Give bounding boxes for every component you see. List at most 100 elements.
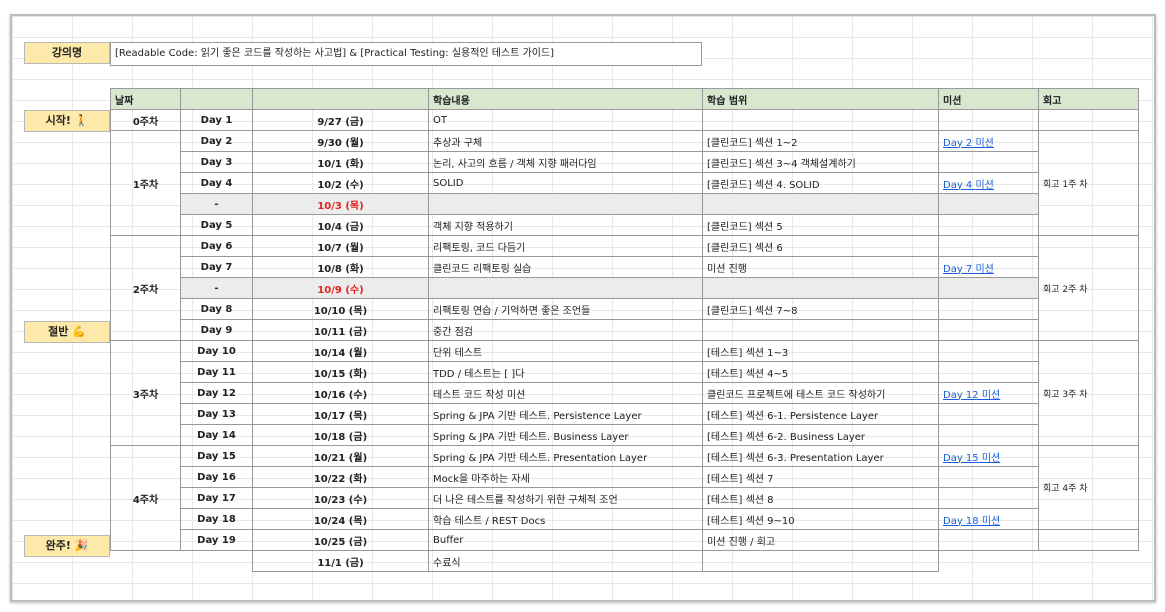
day-cell[interactable]: Day 16: [180, 466, 253, 488]
review-cell[interactable]: [938, 277, 1039, 299]
day-cell[interactable]: Day 11: [180, 361, 253, 383]
content-cell[interactable]: SOLID: [428, 172, 703, 194]
day-cell[interactable]: Day 9: [180, 319, 253, 341]
day-cell[interactable]: -: [180, 277, 253, 299]
date-cell[interactable]: 10/7 (월): [252, 235, 429, 257]
date-cell[interactable]: 9/27 (금): [252, 109, 429, 131]
date-cell[interactable]: 10/22 (화): [252, 466, 429, 488]
header-content[interactable]: 학습내용: [428, 88, 703, 110]
header-day[interactable]: [180, 88, 253, 110]
day-cell[interactable]: Day 4: [180, 172, 253, 194]
content-cell[interactable]: Spring & JPA 기반 테스트. Presentation Layer: [428, 445, 703, 467]
date-cell[interactable]: 10/14 (월): [252, 340, 429, 362]
scope-cell[interactable]: [테스트] 섹션 8: [702, 487, 939, 509]
scope-cell[interactable]: [테스트] 섹션 7: [702, 466, 939, 488]
day-cell[interactable]: -: [180, 193, 253, 215]
retro-cell[interactable]: [1038, 109, 1139, 131]
day-cell[interactable]: Day 6: [180, 235, 253, 257]
day-cell[interactable]: Day 7: [180, 256, 253, 278]
content-cell[interactable]: 객체 지향 적용하기: [428, 214, 703, 236]
retro-cell[interactable]: 회고 2주 차: [1038, 235, 1139, 341]
header-date[interactable]: [252, 88, 429, 110]
week-cell[interactable]: 0주차: [110, 109, 181, 131]
date-cell[interactable]: 10/24 (목): [252, 508, 429, 530]
header-week[interactable]: 날짜: [110, 88, 181, 110]
scope-cell[interactable]: [테스트] 섹션 1~3: [702, 340, 939, 362]
content-cell[interactable]: Spring & JPA 기반 테스트. Persistence Layer: [428, 403, 703, 425]
day-cell[interactable]: Day 5: [180, 214, 253, 236]
scope-cell[interactable]: [클린코드] 섹션 3~4 객체설계하기: [702, 151, 939, 173]
date-cell[interactable]: 10/25 (금): [252, 529, 429, 551]
scope-cell[interactable]: [테스트] 섹션 9~10: [702, 508, 939, 530]
content-cell[interactable]: 리팩토링 연습 / 기억하면 좋은 조언들: [428, 298, 703, 320]
content-cell[interactable]: 수료식: [428, 550, 703, 572]
content-cell[interactable]: 추상과 구체: [428, 130, 703, 152]
day-cell[interactable]: Day 3: [180, 151, 253, 173]
date-cell[interactable]: 10/18 (금): [252, 424, 429, 446]
scope-cell[interactable]: [테스트] 섹션 6-1. Persistence Layer: [702, 403, 939, 425]
review-link[interactable]: Day 18 미션: [938, 508, 1039, 530]
content-cell[interactable]: 리팩토링, 코드 다듬기: [428, 235, 703, 257]
content-cell[interactable]: 테스트 코드 작성 미션: [428, 382, 703, 404]
review-cell[interactable]: [938, 319, 1039, 341]
header-retro[interactable]: 회고: [1038, 88, 1139, 110]
header-scope[interactable]: 학습 범위: [702, 88, 939, 110]
day-cell[interactable]: Day 12: [180, 382, 253, 404]
retro-cell[interactable]: 회고 3주 차: [1038, 340, 1139, 446]
review-cell[interactable]: [938, 214, 1039, 236]
finish-label-cell[interactable]: 완주! 🎉: [24, 535, 110, 557]
content-cell[interactable]: 클린코드 리팩토링 실습: [428, 256, 703, 278]
scope-cell[interactable]: 미션 진행 / 회고: [702, 529, 939, 551]
date-cell[interactable]: 10/3 (목): [252, 193, 429, 215]
content-cell[interactable]: Mock을 마주하는 자세: [428, 466, 703, 488]
scope-cell[interactable]: 미션 진행: [702, 256, 939, 278]
day-cell[interactable]: Day 10: [180, 340, 253, 362]
content-cell[interactable]: Buffer: [428, 529, 703, 551]
week-cell[interactable]: 4주차: [110, 445, 181, 551]
scope-cell[interactable]: [702, 277, 939, 299]
scope-cell[interactable]: [702, 550, 939, 572]
date-cell[interactable]: 10/2 (수): [252, 172, 429, 194]
review-link[interactable]: Day 4 미션: [938, 172, 1039, 194]
day-cell[interactable]: Day 15: [180, 445, 253, 467]
date-cell[interactable]: 10/1 (화): [252, 151, 429, 173]
content-cell[interactable]: [428, 277, 703, 299]
scope-cell[interactable]: [클린코드] 섹션 7~8: [702, 298, 939, 320]
scope-cell[interactable]: [클린코드] 섹션 6: [702, 235, 939, 257]
date-cell[interactable]: 10/9 (수): [252, 277, 429, 299]
course-title-cell[interactable]: [Readable Code: 읽기 좋은 코드를 작성하는 사고법] & [P…: [110, 42, 702, 66]
scope-cell[interactable]: [클린코드] 섹션 1~2: [702, 130, 939, 152]
review-cell[interactable]: [938, 109, 1039, 131]
review-link[interactable]: Day 15 미션: [938, 445, 1039, 467]
scope-cell[interactable]: [702, 319, 939, 341]
content-cell[interactable]: [428, 193, 703, 215]
day-cell[interactable]: Day 1: [180, 109, 253, 131]
review-cell[interactable]: [938, 403, 1039, 425]
content-cell[interactable]: OT: [428, 109, 703, 131]
date-cell[interactable]: 10/16 (수): [252, 382, 429, 404]
date-cell[interactable]: 10/11 (금): [252, 319, 429, 341]
scope-cell[interactable]: [702, 109, 939, 131]
scope-cell[interactable]: [테스트] 섹션 6-3. Presentation Layer: [702, 445, 939, 467]
header-review[interactable]: 미션: [938, 88, 1039, 110]
review-cell[interactable]: [938, 487, 1039, 509]
date-cell[interactable]: 11/1 (금): [252, 550, 429, 572]
date-cell[interactable]: 10/8 (화): [252, 256, 429, 278]
week-cell[interactable]: 2주차: [110, 235, 181, 341]
review-cell[interactable]: [938, 361, 1039, 383]
content-cell[interactable]: 논리, 사고의 흐름 / 객체 지향 패러다임: [428, 151, 703, 173]
scope-cell[interactable]: [테스트] 섹션 4~5: [702, 361, 939, 383]
review-cell[interactable]: [938, 151, 1039, 173]
day-cell[interactable]: Day 17: [180, 487, 253, 509]
scope-cell[interactable]: [클린코드] 섹션 4. SOLID: [702, 172, 939, 194]
date-cell[interactable]: 9/30 (월): [252, 130, 429, 152]
scope-cell[interactable]: 클린코드 프로젝트에 테스트 코드 작성하기: [702, 382, 939, 404]
content-cell[interactable]: 학습 테스트 / REST Docs: [428, 508, 703, 530]
week-cell[interactable]: 1주차: [110, 130, 181, 236]
day-cell[interactable]: Day 19: [180, 529, 253, 551]
scope-cell[interactable]: [클린코드] 섹션 5: [702, 214, 939, 236]
review-cell[interactable]: [938, 298, 1039, 320]
retro-cell[interactable]: 회고 1주 차: [1038, 130, 1139, 236]
retro-cell[interactable]: [1038, 529, 1139, 551]
day-cell[interactable]: Day 18: [180, 508, 253, 530]
